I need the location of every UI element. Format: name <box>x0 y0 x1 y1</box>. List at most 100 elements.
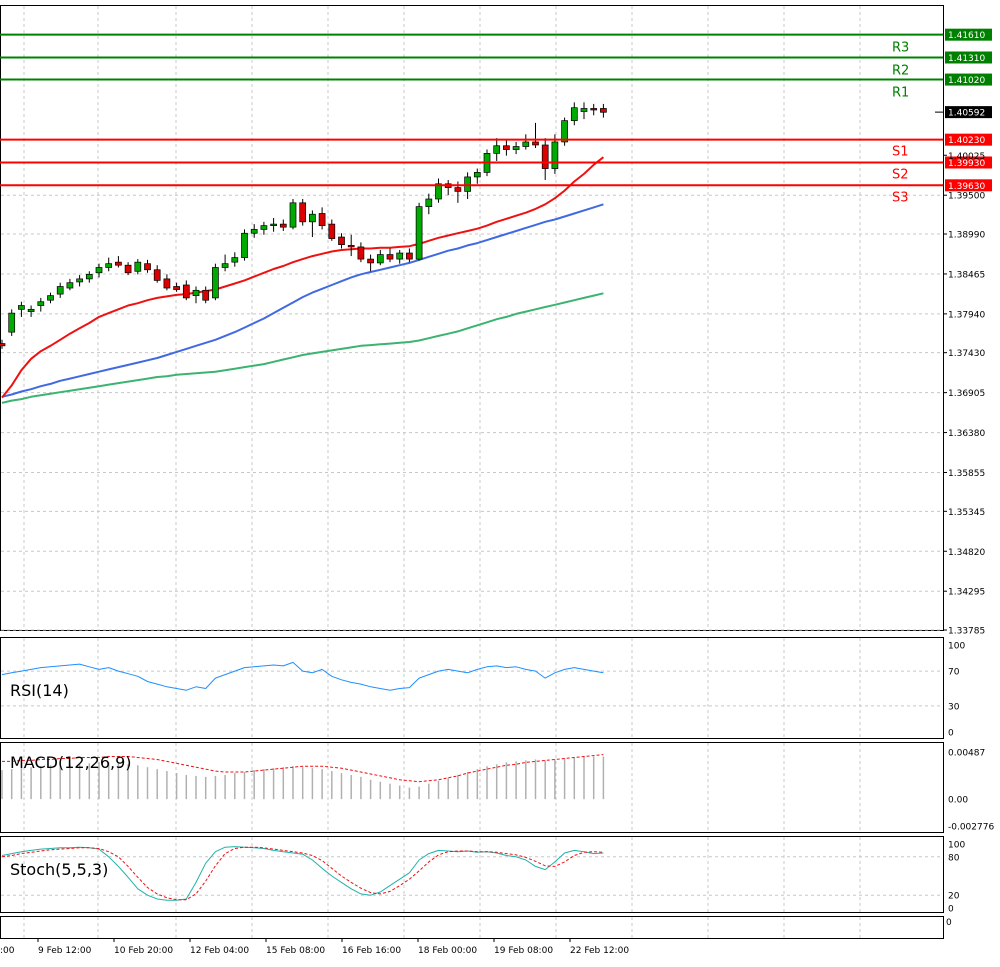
candle-body <box>425 198 433 207</box>
candle <box>56 282 64 298</box>
candle <box>27 305 35 317</box>
candle-body <box>56 286 64 295</box>
candle <box>347 234 355 257</box>
stoch-tick-label: 100 <box>948 841 965 851</box>
candle-body <box>47 295 54 301</box>
candle-body <box>0 343 6 347</box>
candle <box>134 259 142 275</box>
candle-body <box>124 264 132 274</box>
candle <box>115 256 122 268</box>
current-price-tag <box>945 106 992 119</box>
candle-body <box>551 141 559 169</box>
candle <box>376 249 384 266</box>
candle-body <box>590 108 598 111</box>
candle-body <box>338 236 345 246</box>
level-price-tag <box>945 133 992 146</box>
level-label-s2: S2 <box>892 167 909 182</box>
candle-body <box>318 213 326 226</box>
candle-body <box>250 229 258 234</box>
candle <box>328 219 336 241</box>
time-tick-label: 12 Feb 04:00 <box>190 946 249 956</box>
candle-body <box>270 223 277 226</box>
candle <box>173 282 180 292</box>
indicator-panels: RSI(14) 100 70 30 0 MACD(12,26,9) 0.00487 0.00 -… <box>1 642 994 928</box>
candle-body <box>66 282 74 289</box>
level-price-tag <box>945 179 992 192</box>
rsi-tick-label: 70 <box>948 668 960 678</box>
time-tick-label-partial: :00 <box>0 946 15 956</box>
candle-body <box>347 245 355 248</box>
level-price-text: 1.39930 <box>948 159 985 169</box>
candle <box>561 117 568 146</box>
candle <box>250 224 258 238</box>
level-label-s1: S1 <box>892 145 909 160</box>
candle <box>144 259 151 273</box>
empty-panel-tick: 0 <box>946 918 952 928</box>
price-tick-label: 1.36905 <box>948 389 985 399</box>
candle <box>47 292 54 304</box>
empty-panel <box>0 916 944 939</box>
price-tick-label: 1.35855 <box>948 469 985 479</box>
candle-body <box>386 254 394 260</box>
stoch-panel <box>0 836 944 913</box>
candle-body <box>580 108 588 112</box>
candle-body <box>473 172 481 178</box>
candle-body <box>18 305 25 310</box>
candle-body <box>522 141 530 147</box>
level-price-text: 1.41610 <box>948 31 985 41</box>
candle <box>318 207 326 230</box>
candle-body <box>173 286 180 290</box>
level-price-text: 1.41310 <box>948 54 985 64</box>
candle-body <box>27 308 35 312</box>
candle-body <box>309 213 316 223</box>
candle <box>192 286 200 304</box>
candle-body <box>260 225 268 230</box>
stoch-tick-label: 20 <box>948 892 960 902</box>
candle <box>241 229 248 261</box>
moving-averages <box>1 156 605 404</box>
candle <box>396 249 404 264</box>
candle <box>153 265 161 283</box>
candle-body <box>532 141 539 146</box>
candle-body <box>493 145 501 154</box>
ma-mid-line <box>1 203 604 398</box>
time-tick-label: 22 Feb 12:00 <box>570 946 629 956</box>
price-tick-label: 1.35345 <box>948 508 985 518</box>
candle-body <box>600 108 607 113</box>
candle-body <box>435 183 442 200</box>
candle-body <box>464 176 471 192</box>
candle <box>357 242 365 263</box>
candle <box>289 199 297 230</box>
candle <box>95 263 103 278</box>
macd-tick-label: 0.00487 <box>948 749 985 759</box>
price-tick-label: 1.36380 <box>948 429 985 439</box>
level-label-s3: S3 <box>892 190 909 205</box>
candle-body <box>153 269 161 281</box>
time-tick-label: 9 Feb 12:00 <box>38 946 92 956</box>
candlesticks <box>0 102 607 349</box>
stoch-signal-line <box>1 846 604 901</box>
candle <box>76 275 83 287</box>
candle-body <box>182 284 190 299</box>
candle-body <box>541 144 549 169</box>
level-price-tag <box>945 156 992 169</box>
price-grid <box>0 5 944 939</box>
candle <box>270 218 277 232</box>
candle-body <box>163 278 171 289</box>
candle <box>580 102 588 120</box>
candle <box>600 103 607 118</box>
candle <box>212 263 219 301</box>
candle-body <box>454 187 462 192</box>
price-tick-label: 1.34820 <box>948 548 985 558</box>
price-axis: 1.41610 1.41310 1.41020 1.40230 1.39930 1.396… <box>935 28 992 637</box>
current-price-text: 1.40592 <box>948 109 985 119</box>
candle <box>260 221 268 235</box>
rsi-tick-label: 100 <box>948 642 965 652</box>
price-panel <box>0 5 944 631</box>
candle-body <box>231 257 239 263</box>
candle <box>425 193 433 215</box>
candle-body <box>134 261 142 272</box>
candle-body <box>8 312 16 333</box>
time-tick-label: 10 Feb 20:00 <box>114 946 173 956</box>
macd-signal-line <box>2 754 604 783</box>
